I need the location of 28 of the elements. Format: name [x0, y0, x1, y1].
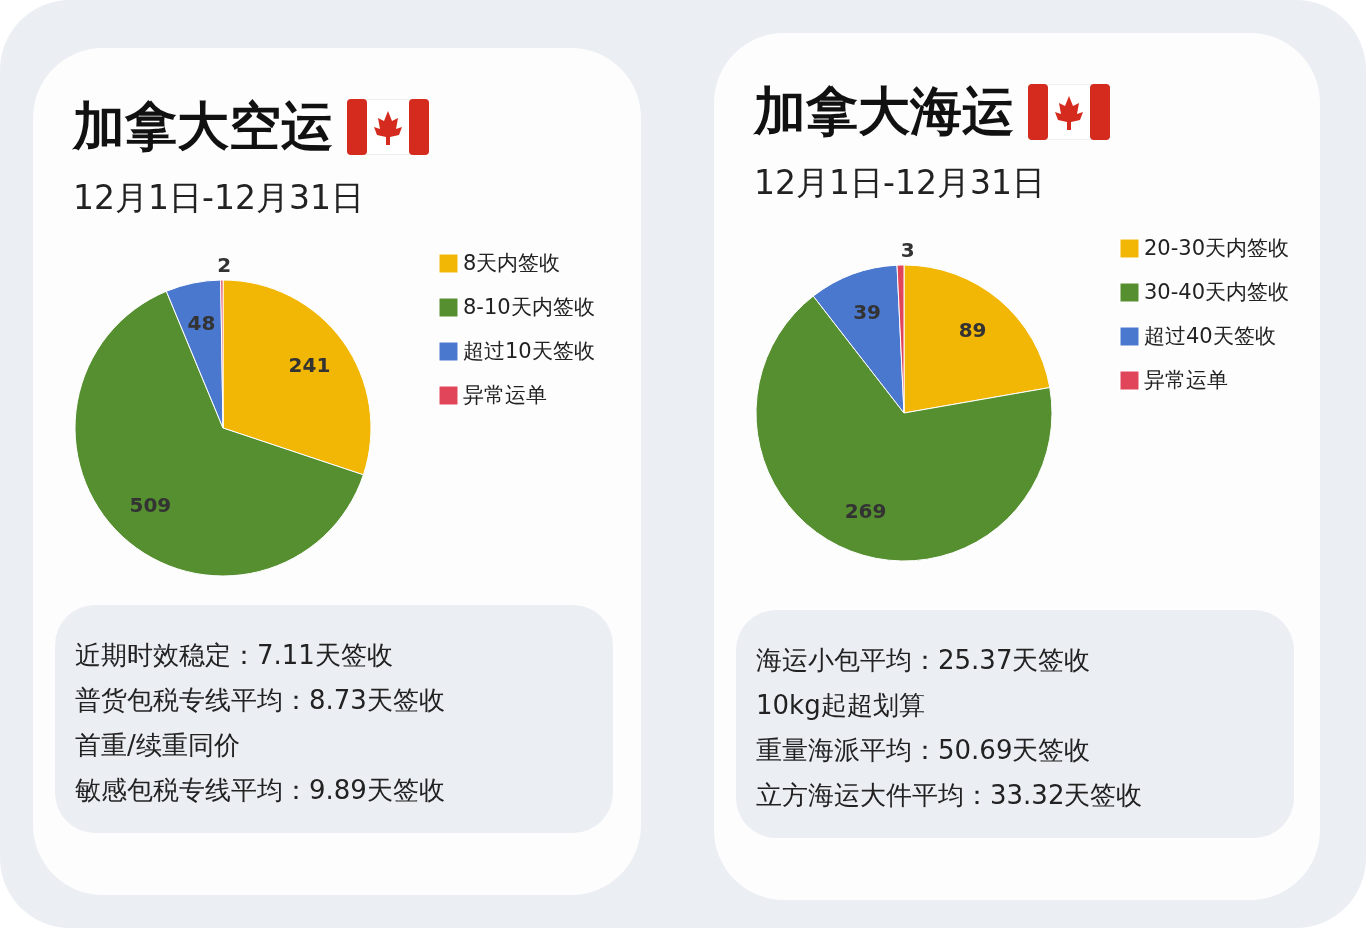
legend-label: 20-30天内签收: [1144, 235, 1290, 260]
text: 立方海运大件平均：33.32天签收: [756, 779, 1144, 812]
text: 首重/续重同价: [75, 729, 241, 762]
data-label: 48: [187, 310, 216, 335]
chart-subtitle: 12月1日-12月31日: [754, 162, 1045, 204]
legend-label: 异常运单: [463, 382, 547, 407]
text: 10kg起超划算: [756, 689, 926, 722]
data-label: 89: [958, 318, 987, 343]
text: 海运小包平均：25.37天签收: [756, 644, 1092, 677]
legend-label: 超过10天签收: [463, 338, 595, 363]
chart-title: 加拿大海运: [754, 80, 1014, 143]
text: 敏感包税专线平均：9.89天签收: [75, 774, 446, 807]
chart-title: 加拿大空运: [73, 95, 333, 158]
text: 重量海派平均：50.69天签收: [756, 734, 1092, 767]
legend-label: 8-10天内签收: [463, 294, 595, 319]
data-label: 39: [853, 300, 882, 325]
legend-label: 30-40天内签收: [1144, 279, 1290, 304]
text: 近期时效稳定：7.11天签收: [75, 639, 394, 672]
data-label: 509: [129, 492, 172, 517]
data-label: 241: [288, 352, 331, 377]
data-label: 3: [900, 238, 915, 263]
legend-label: 8天内签收: [463, 250, 561, 275]
legend-label: 异常运单: [1144, 367, 1228, 392]
text: 普货包税专线平均：8.73天签收: [75, 684, 446, 717]
legend-label: 超过40天签收: [1144, 323, 1276, 348]
data-label: 2: [217, 253, 232, 278]
data-label: 269: [844, 499, 887, 524]
chart-subtitle: 12月1日-12月31日: [73, 177, 364, 219]
